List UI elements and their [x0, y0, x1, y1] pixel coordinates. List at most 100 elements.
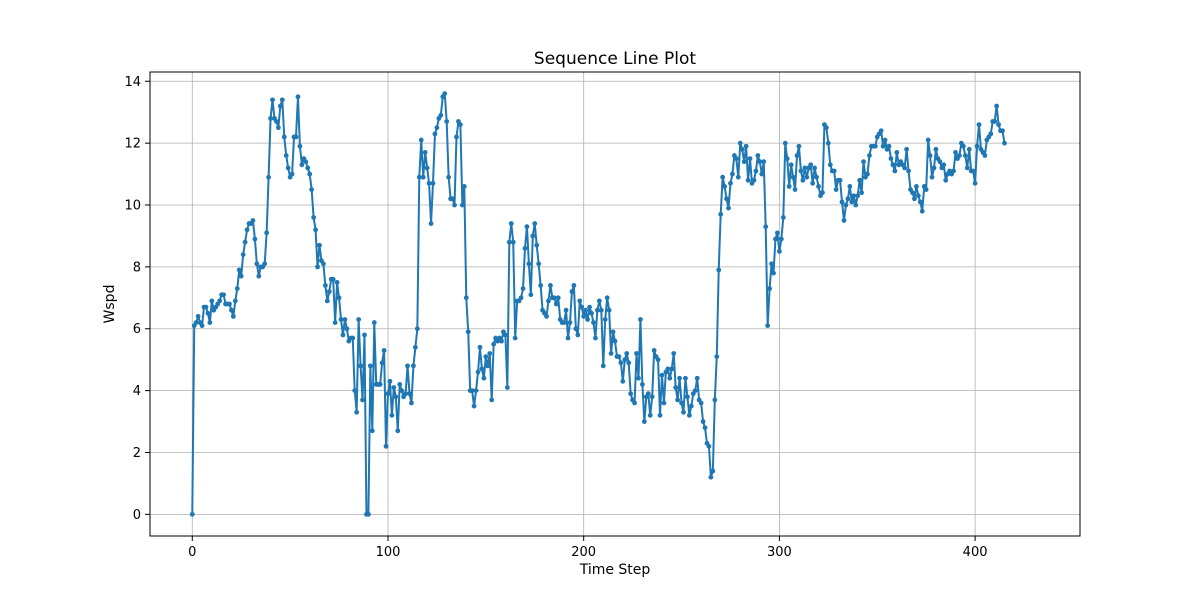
data-point — [311, 214, 317, 220]
data-point — [892, 168, 898, 174]
data-point — [1002, 140, 1007, 146]
data-point — [988, 131, 994, 137]
data-point — [313, 227, 318, 233]
data-point — [706, 443, 712, 449]
data-point — [612, 338, 618, 344]
data-point — [414, 326, 420, 332]
data-point — [397, 382, 403, 387]
data-point — [923, 187, 929, 192]
data-point — [340, 332, 346, 338]
data-point — [283, 153, 289, 158]
data-point — [371, 320, 377, 325]
data-point — [823, 125, 829, 131]
data-point — [628, 391, 634, 397]
data-point — [411, 363, 416, 369]
data-point — [694, 375, 700, 381]
data-point — [735, 174, 741, 180]
data-point — [403, 391, 408, 397]
data-point — [685, 394, 690, 400]
data-point — [305, 165, 311, 171]
data-point — [589, 310, 594, 316]
y-tick-label: 8 — [133, 260, 141, 275]
data-point — [786, 184, 792, 189]
data-point — [755, 153, 761, 158]
data-point — [649, 394, 655, 400]
data-point — [632, 400, 637, 406]
data-point — [232, 298, 238, 304]
data-point — [929, 174, 935, 180]
data-point — [837, 177, 843, 183]
data-point — [381, 348, 387, 353]
data-point — [640, 382, 645, 387]
data-point — [407, 391, 412, 397]
data-point — [277, 103, 283, 109]
data-point — [880, 143, 886, 149]
data-point — [252, 236, 258, 242]
data-point — [710, 468, 716, 474]
data-point — [641, 419, 647, 424]
x-tick-label: 200 — [571, 545, 596, 560]
data-point — [763, 224, 769, 230]
data-point — [820, 190, 825, 196]
data-point — [221, 292, 226, 298]
data-point — [409, 400, 414, 406]
data-point — [667, 375, 673, 381]
data-point — [751, 177, 757, 183]
data-point — [610, 329, 616, 335]
x-tick-label: 400 — [963, 545, 988, 560]
data-point — [506, 239, 512, 245]
data-point — [336, 295, 342, 301]
data-point — [716, 267, 722, 273]
data-point — [994, 103, 1000, 109]
x-axis-title: Time Step — [579, 562, 651, 578]
data-point — [254, 261, 260, 267]
data-point — [240, 252, 246, 257]
data-point — [964, 165, 970, 171]
data-point — [567, 320, 573, 325]
data-point — [350, 335, 356, 341]
data-point — [485, 363, 491, 369]
data-point — [618, 360, 624, 366]
data-point — [479, 366, 485, 372]
data-point — [857, 177, 863, 183]
data-point — [520, 286, 526, 291]
data-point — [767, 286, 773, 291]
data-point — [579, 304, 585, 310]
data-point — [622, 357, 628, 363]
x-tick-label: 300 — [767, 545, 792, 560]
data-point — [827, 162, 833, 168]
data-point — [424, 165, 430, 171]
data-point — [344, 326, 350, 332]
data-point — [342, 317, 348, 322]
data-point — [491, 341, 497, 347]
data-point — [573, 326, 579, 332]
data-point — [808, 162, 814, 168]
data-point — [303, 159, 309, 165]
data-point — [234, 286, 240, 291]
data-point — [847, 184, 853, 189]
data-point — [454, 134, 459, 140]
data-point — [722, 184, 727, 189]
data-point — [238, 273, 244, 279]
data-point — [387, 378, 393, 384]
data-point — [434, 125, 440, 131]
data-point — [708, 474, 714, 480]
data-series — [189, 91, 1007, 517]
data-point — [902, 165, 908, 171]
data-point — [393, 394, 399, 400]
data-point — [970, 168, 976, 174]
data-point — [203, 304, 209, 310]
data-point — [307, 171, 313, 177]
data-point — [477, 344, 483, 350]
data-point — [264, 230, 270, 236]
data-point — [925, 137, 931, 143]
data-point — [250, 218, 256, 223]
data-point — [675, 397, 681, 403]
data-point — [553, 301, 559, 307]
data-point — [730, 171, 735, 177]
data-point — [972, 180, 978, 186]
y-tick-label: 4 — [133, 384, 141, 399]
data-point — [798, 168, 804, 174]
data-point — [698, 400, 704, 406]
data-point — [227, 301, 232, 307]
